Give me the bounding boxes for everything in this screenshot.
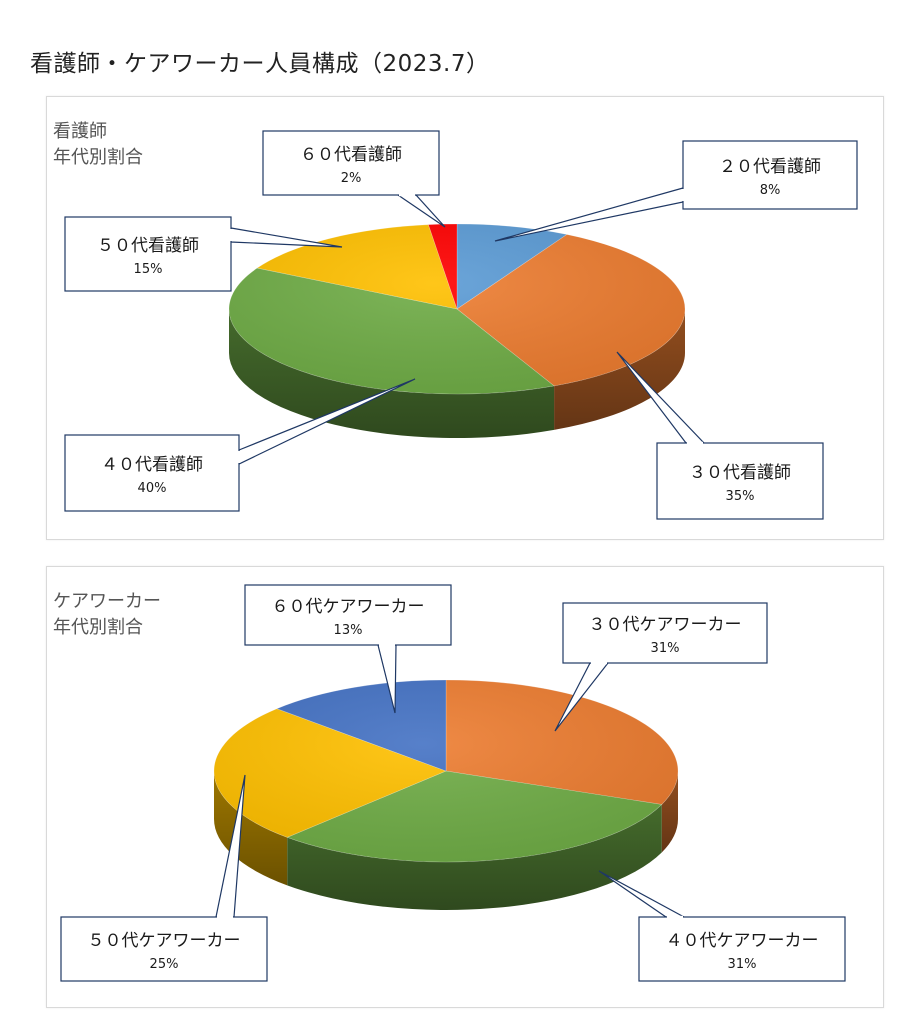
callout-box (64, 216, 232, 292)
pie-side-walls (214, 771, 678, 910)
callout-pointer (494, 187, 684, 242)
callout-６０代ケアワーカー: ６０代ケアワーカー 13% (244, 584, 452, 714)
nurse-pie-chart: ２０代看護師 8% ３０代看護師 35% ４０代看護師 40% ５０代看護師 15% ６０代看護… (64, 130, 858, 520)
callout-５０代看護師: ５０代看護師 15% (64, 216, 343, 292)
nurse-chart-title-line-2: 年代別割合 (53, 147, 143, 168)
callout-pointer (230, 227, 343, 248)
callout-pointer (598, 870, 685, 918)
pie-side-３０代看護師 (554, 309, 685, 430)
callout-box (60, 916, 268, 982)
slice-value: 8% (760, 183, 781, 198)
nurse-chart-title-line-1: 看護師 (53, 121, 107, 142)
page-title: 看護師・ケアワーカー人員構成（2023.7） (30, 51, 490, 77)
careworker-chart-title: ケアワーカー 年代別割合 (53, 589, 161, 641)
slice-value: 25% (150, 957, 179, 972)
pie-side-５０代ケアワーカー (214, 771, 288, 886)
callout-４０代ケアワーカー: ４０代ケアワーカー 31% (598, 870, 846, 982)
slice-value: 35% (726, 489, 755, 504)
callout-２０代看護師: ２０代看護師 8% (494, 140, 858, 242)
slice-label: ４０代ケアワーカー (666, 931, 819, 951)
slice-value: 2% (341, 171, 362, 186)
slice-label: ６０代ケアワーカー (272, 597, 425, 617)
slice-label: ５０代ケアワーカー (88, 931, 241, 951)
pie-shading (214, 680, 678, 862)
callout-box (244, 584, 452, 646)
callout-５０代ケアワーカー: ５０代ケアワーカー 25% (60, 774, 268, 982)
pie-side-４０代看護師 (229, 309, 555, 438)
pie-side-４０代ケアワーカー (287, 804, 662, 910)
slice-value: 40% (138, 481, 167, 496)
slice-label: ３０代看護師 (689, 463, 791, 483)
careworker-chart-title-line-1: ケアワーカー (53, 591, 161, 612)
slice-label: ２０代看護師 (719, 157, 821, 177)
pie-slices (228, 223, 686, 395)
slice-value: 15% (134, 262, 163, 277)
slice-label: ６０代看護師 (300, 145, 402, 165)
careworker-chart-title-line-2: 年代別割合 (53, 617, 143, 638)
callout-box (64, 434, 240, 512)
slice-value: 31% (728, 957, 757, 972)
nurse-chart-title: 看護師 年代別割合 (53, 119, 143, 171)
slice-value: 31% (651, 641, 680, 656)
callout-box (682, 140, 858, 210)
slice-value: 13% (334, 623, 363, 638)
callout-４０代看護師: ４０代看護師 40% (64, 378, 416, 512)
pie-shading (229, 224, 685, 394)
careworker-pie-chart: ３０代ケアワーカー 31% ４０代ケアワーカー 31% ５０代ケアワーカー 25% ６０代ケ… (60, 584, 846, 982)
slice-label: ３０代ケアワーカー (589, 615, 742, 635)
callout-３０代看護師: ３０代看護師 35% (616, 351, 824, 520)
callout-pointer (396, 194, 446, 228)
callouts: ３０代ケアワーカー 31% ４０代ケアワーカー 31% ５０代ケアワーカー 25% ６０代ケ… (60, 584, 846, 982)
pie-side-walls (229, 309, 685, 438)
callout-６０代看護師: ６０代看護師 2% (262, 130, 446, 228)
pie-side-３０代ケアワーカー (661, 771, 678, 853)
callout-３０代ケアワーカー: ３０代ケアワーカー 31% (554, 602, 768, 732)
callout-box (262, 130, 440, 196)
callout-box (562, 602, 768, 664)
callouts: ２０代看護師 8% ３０代看護師 35% ４０代看護師 40% ５０代看護師 15% ６０代看護… (64, 130, 858, 520)
careworker-chart-panel: ３０代ケアワーカー 31% ４０代ケアワーカー 31% ５０代ケアワーカー 25% ６０代ケ… (46, 566, 884, 1008)
callout-box (638, 916, 846, 982)
slice-label: ５０代看護師 (97, 236, 199, 256)
callout-box (656, 442, 824, 520)
pie-slices (213, 679, 679, 863)
nurse-chart-panel: ２０代看護師 8% ３０代看護師 35% ４０代看護師 40% ５０代看護師 15% ６０代看護… (46, 96, 884, 540)
slice-label: ４０代看護師 (101, 455, 203, 475)
